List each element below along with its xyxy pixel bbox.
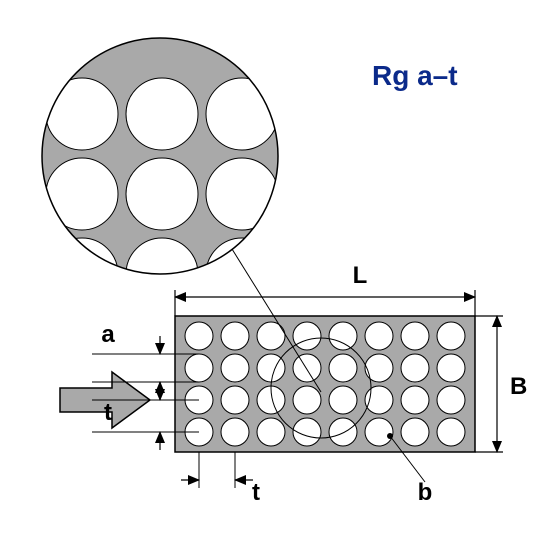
sheet-hole: [401, 322, 429, 350]
magnifier-hole: [46, 158, 118, 230]
sheet-hole: [293, 386, 321, 414]
magnifier-hole: [126, 78, 198, 150]
magnifier-hole: [286, 158, 358, 230]
sheet-hole: [401, 354, 429, 382]
magnifier-hole: [46, 238, 118, 310]
sheet-hole: [185, 322, 213, 350]
magnifier-hole: [206, 78, 278, 150]
sheet-hole: [437, 322, 465, 350]
title-label: Rg a–t: [372, 60, 458, 91]
sheet-hole: [221, 418, 249, 446]
sheet-hole: [293, 354, 321, 382]
magnifier-detail: [40, 36, 358, 310]
sheet-hole: [293, 322, 321, 350]
sheet-hole: [365, 322, 393, 350]
sheet-hole: [401, 418, 429, 446]
dim-a-label: a: [101, 321, 115, 348]
magnifier-hole: [286, 238, 358, 310]
sheet-hole: [437, 354, 465, 382]
dim-L-label: L: [353, 262, 368, 289]
sheet-hole: [437, 386, 465, 414]
sheet-hole: [221, 322, 249, 350]
magnifier-hole: [206, 238, 278, 310]
sheet-hole: [329, 386, 357, 414]
sheet-hole: [365, 354, 393, 382]
sheet-hole: [437, 418, 465, 446]
dim-b-label: b: [418, 479, 433, 506]
sheet-hole: [329, 354, 357, 382]
dim-B-label: B: [510, 373, 527, 400]
magnifier-hole: [126, 158, 198, 230]
dim-tL-label: t: [104, 399, 112, 426]
sheet-hole: [185, 354, 213, 382]
sheet-hole: [221, 354, 249, 382]
dim-tB-label: t: [252, 479, 260, 506]
magnifier-hole: [286, 78, 358, 150]
sheet-hole: [221, 386, 249, 414]
magnifier-hole: [46, 78, 118, 150]
sheet-hole: [329, 322, 357, 350]
sheet-hole: [365, 418, 393, 446]
sheet-hole: [257, 322, 285, 350]
sheet-hole: [257, 418, 285, 446]
magnifier-hole: [206, 158, 278, 230]
sheet-hole: [329, 418, 357, 446]
sheet-hole: [401, 386, 429, 414]
perforated-sheet: [175, 316, 475, 452]
